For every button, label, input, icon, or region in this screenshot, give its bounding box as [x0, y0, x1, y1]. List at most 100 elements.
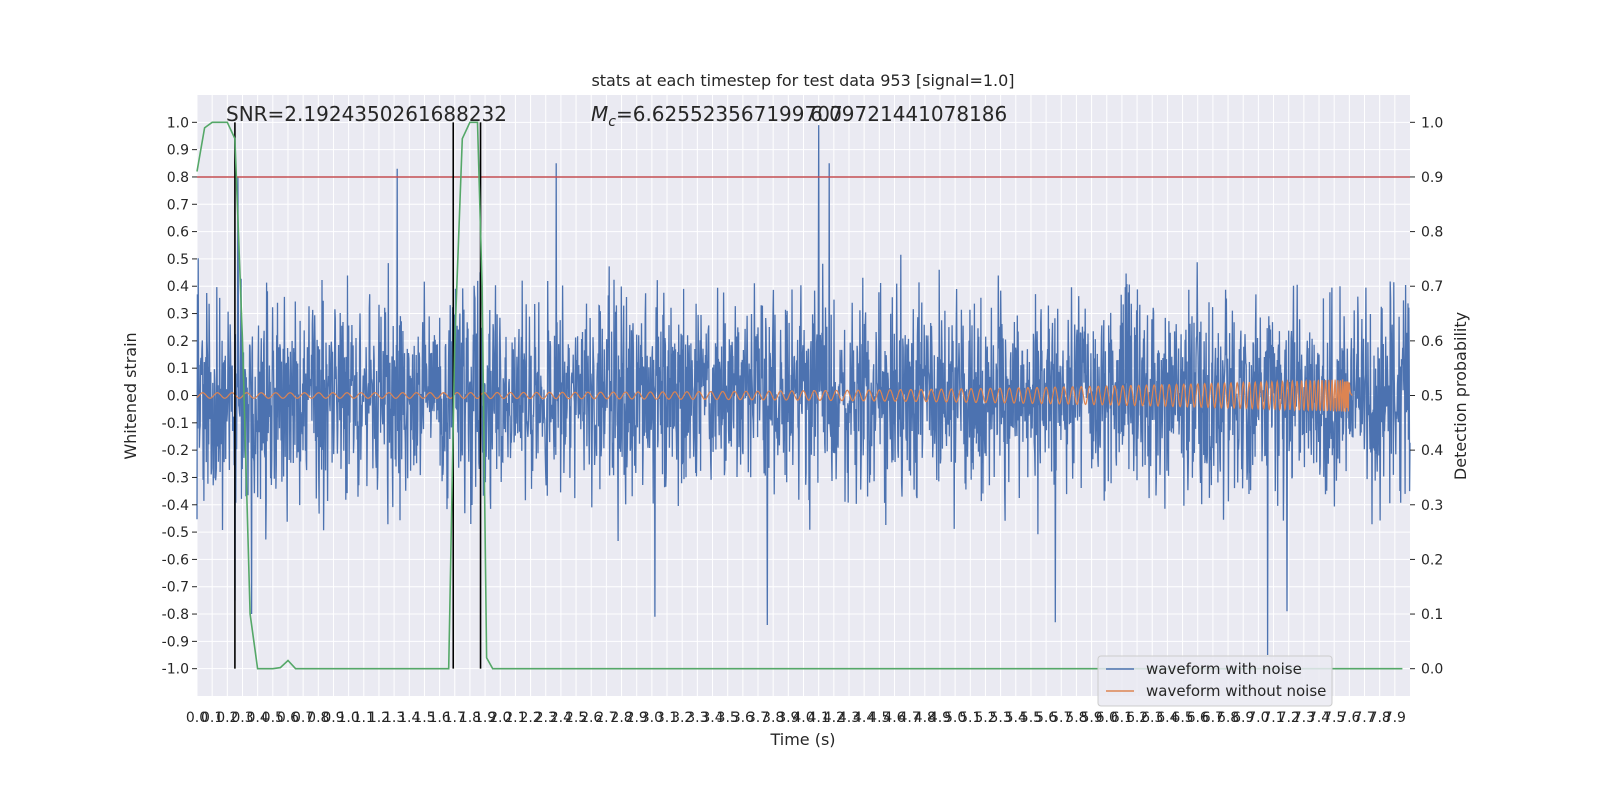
x-tick-label: 7.8 [1369, 710, 1391, 726]
x-axis-ticks: 0.00.10.20.30.40.50.60.70.80.91.01.11.21… [186, 710, 1406, 726]
x-tick-label: 4.8 [914, 710, 936, 726]
x-tick-label: 3.5 [717, 710, 739, 726]
right-axis-ticks: 0.0 0.1 0.2 0.3 0.4 0.5 0.6 0.7 0.8 0.9 1.0 [1410, 115, 1443, 678]
y2-tick-label: 0.8 [1421, 225, 1443, 241]
y-tick-label: 0.3 [167, 307, 189, 323]
x-tick-label: 5.1 [959, 710, 981, 726]
chirp-mass-annotation: Mc=6.625523567199707 [591, 102, 843, 130]
x-tick-label: 0.5 [262, 710, 284, 726]
y2-tick-label: 0.1 [1421, 607, 1443, 623]
x-tick-label: 1.0 [337, 710, 359, 726]
x-tick-label: 0.4 [247, 710, 269, 726]
x-tick-label: 5.0 [944, 710, 966, 726]
y2-tick-label: 1.0 [1421, 115, 1443, 131]
y2-tick-label: 0.4 [1421, 443, 1443, 459]
x-tick-label: 0.6 [277, 710, 299, 726]
x-tick-label: 6.1 [1111, 710, 1133, 726]
noisy-waveform-line [196, 125, 1411, 656]
clean-waveform-line [196, 379, 1353, 412]
y-tick-label: -0.1 [162, 416, 189, 432]
x-tick-label: 4.1 [808, 710, 830, 726]
chart-title: stats at each timestep for test data 953… [591, 71, 1014, 90]
x-tick-label: 5.3 [989, 710, 1011, 726]
x-tick-label: 5.9 [1080, 710, 1102, 726]
x-tick-label: 4.0 [792, 710, 814, 726]
x-tick-label: 3.6 [732, 710, 754, 726]
y-tick-label: 0.8 [167, 170, 189, 186]
x-tick-label: 5.2 [974, 710, 996, 726]
x-tick-label: 4.2 [823, 710, 845, 726]
y-tick-label: -0.7 [162, 580, 189, 596]
x-tick-label: 0.0 [186, 710, 208, 726]
y-tick-label: -0.5 [162, 525, 189, 541]
x-tick-label: 1.7 [444, 710, 466, 726]
x-tick-label: 1.2 [368, 710, 390, 726]
x-tick-label: 1.6 [428, 710, 450, 726]
x-tick-label: 2.5 [565, 710, 587, 726]
x-tick-label: 1.3 [383, 710, 405, 726]
x-tick-label: 4.4 [853, 710, 875, 726]
overlap-annotation: 6.09721441078186 [810, 102, 1007, 126]
y-axis-label: Whitened strain [121, 332, 140, 459]
x-tick-label: 7.2 [1278, 710, 1300, 726]
y2-tick-label: 0.7 [1421, 279, 1443, 295]
x-tick-label: 6.2 [1126, 710, 1148, 726]
x-tick-label: 1.1 [353, 710, 375, 726]
x-tick-label: 6.5 [1171, 710, 1193, 726]
x-tick-label: 3.0 [641, 710, 663, 726]
x-tick-label: 5.5 [1020, 710, 1042, 726]
y2-tick-label: 0.3 [1421, 498, 1443, 514]
x-tick-label: 0.2 [216, 710, 238, 726]
x-tick-label: 5.8 [1065, 710, 1087, 726]
y-tick-label: 0.4 [167, 279, 189, 295]
y-tick-label: -0.3 [162, 470, 189, 486]
x-tick-label: 3.7 [747, 710, 769, 726]
y-tick-label: 0.5 [167, 252, 189, 268]
x-tick-label: 0.3 [231, 710, 253, 726]
x-tick-label: 4.9 [929, 710, 951, 726]
y-tick-label: -0.2 [162, 443, 189, 459]
x-tick-label: 5.6 [1035, 710, 1057, 726]
x-axis-label: Time (s) [769, 730, 835, 749]
x-tick-label: 0.8 [307, 710, 329, 726]
x-tick-label: 6.3 [1141, 710, 1163, 726]
x-tick-label: 1.9 [474, 710, 496, 726]
x-tick-label: 7.6 [1338, 710, 1360, 726]
y-tick-label: -0.8 [162, 607, 189, 623]
chirp-mass-subscript: c [608, 114, 616, 130]
y-tick-label: 0.6 [167, 225, 189, 241]
x-tick-label: 2.1 [504, 710, 526, 726]
left-axis-ticks: -1.0 -0.9 -0.8 -0.7 -0.6 -0.5 -0.4 -0.3 -0.2 -0.1… [162, 115, 197, 678]
y2-tick-label: 0.5 [1421, 389, 1443, 405]
x-tick-label: 2.0 [489, 710, 511, 726]
x-tick-label: 4.7 [899, 710, 921, 726]
x-tick-label: 6.4 [1156, 710, 1178, 726]
x-tick-label: 7.1 [1262, 710, 1284, 726]
y-tick-label: 1.0 [167, 115, 189, 131]
x-tick-label: 3.9 [777, 710, 799, 726]
x-tick-label: 6.0 [1096, 710, 1118, 726]
y2-tick-label: 0.9 [1421, 170, 1443, 186]
x-tick-label: 0.9 [322, 710, 344, 726]
x-tick-label: 7.5 [1323, 710, 1345, 726]
x-tick-label: 0.1 [201, 710, 223, 726]
x-tick-label: 2.9 [626, 710, 648, 726]
y-tick-label: 0.9 [167, 143, 189, 159]
x-tick-label: 7.7 [1353, 710, 1375, 726]
y-tick-label: 0.1 [167, 361, 189, 377]
x-tick-label: 2.7 [595, 710, 617, 726]
x-tick-label: 6.8 [1217, 710, 1239, 726]
y-tick-label: 0.7 [167, 197, 189, 213]
x-tick-label: 4.5 [868, 710, 890, 726]
x-tick-label: 3.8 [762, 710, 784, 726]
y-tick-label: -0.4 [162, 498, 189, 514]
x-tick-label: 6.6 [1187, 710, 1209, 726]
x-tick-label: 2.4 [550, 710, 572, 726]
x-tick-label: 1.4 [398, 710, 420, 726]
noisy-waveform-series [196, 125, 1411, 656]
x-tick-label: 3.2 [671, 710, 693, 726]
y2-tick-label: 0.2 [1421, 552, 1443, 568]
x-tick-label: 4.3 [838, 710, 860, 726]
y-tick-label: -0.6 [162, 552, 189, 568]
